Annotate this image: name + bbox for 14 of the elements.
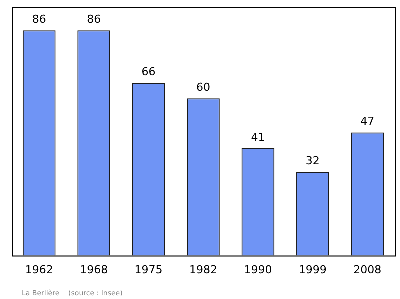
data-label: 32 bbox=[306, 154, 320, 168]
x-tick-label: 1962 bbox=[25, 263, 54, 276]
data-label: 86 bbox=[87, 12, 102, 26]
x-tick-label: 1999 bbox=[298, 263, 327, 276]
data-label: 41 bbox=[251, 130, 266, 144]
x-tick-label: 1990 bbox=[244, 263, 272, 276]
x-tick-label: 1968 bbox=[80, 263, 108, 276]
x-tick-label: 1975 bbox=[134, 263, 163, 276]
data-label: 66 bbox=[142, 65, 156, 78]
data-label: 47 bbox=[360, 115, 375, 128]
x-tick-label: 1982 bbox=[190, 263, 218, 276]
data-label: 86 bbox=[32, 12, 46, 26]
data-label: 60 bbox=[196, 81, 210, 94]
x-tick-label: 2008 bbox=[354, 263, 382, 276]
